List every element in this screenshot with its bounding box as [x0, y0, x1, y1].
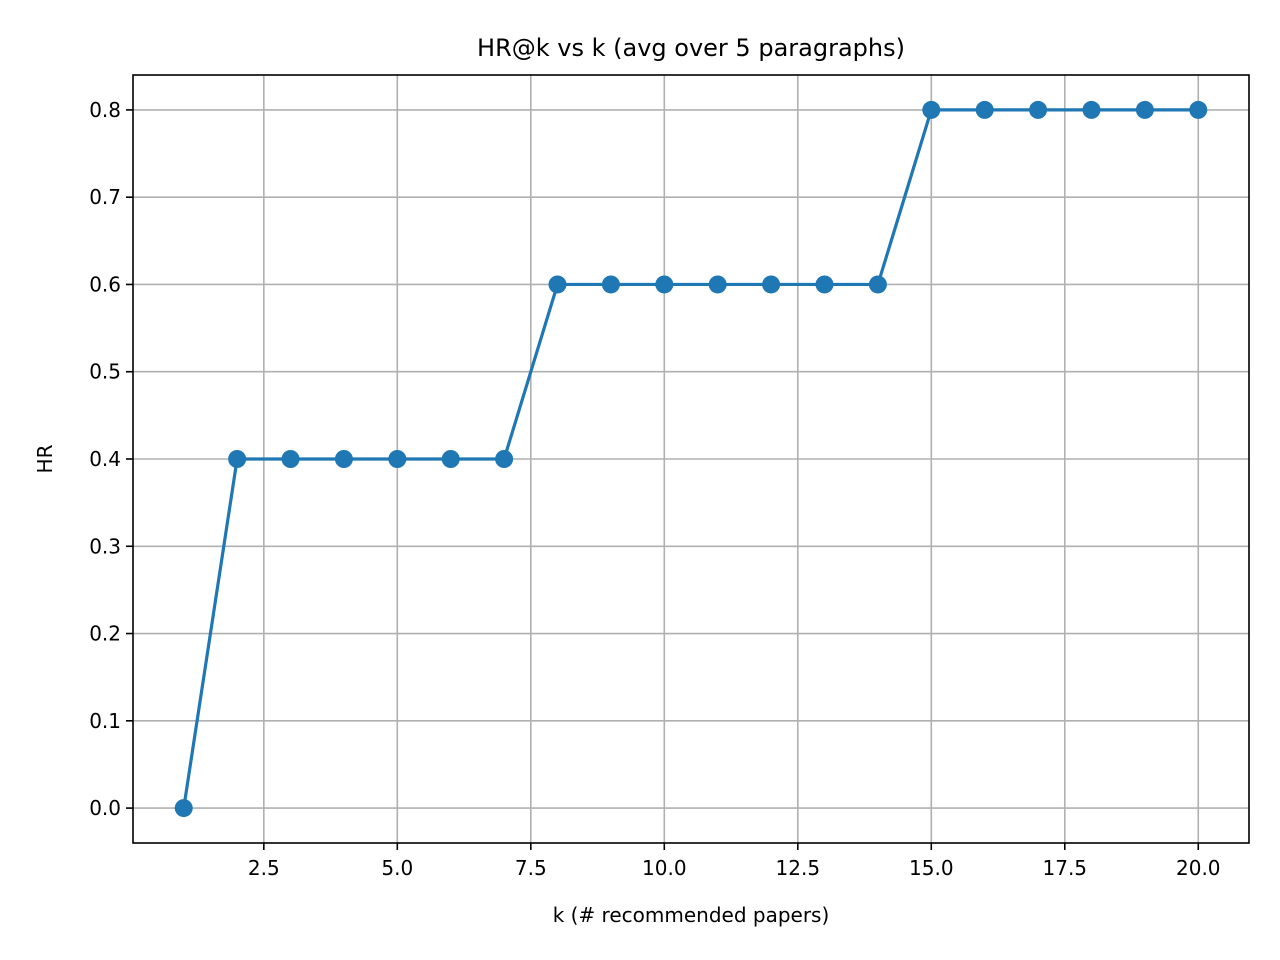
data-point: [975, 100, 994, 119]
data-point: [441, 450, 460, 468]
data-point: [815, 275, 834, 294]
data-point: [762, 275, 781, 294]
y-tick-label: 0.5: [89, 360, 121, 384]
x-tick-label: 5.0: [381, 856, 413, 880]
y-tick-label: 0.2: [89, 622, 121, 646]
x-tick-label: 10.0: [642, 856, 687, 880]
x-axis-label: k (# recommended papers): [553, 903, 830, 927]
y-tick-label: 0.1: [89, 709, 121, 733]
y-tick-label: 0.4: [89, 447, 121, 471]
x-tick-label: 15.0: [909, 856, 954, 880]
data-point: [1029, 100, 1048, 119]
y-axis-ticks: 0.0 0.1 0.2 0.3 0.4 0.5 0.6 0.7 0.8: [89, 98, 133, 820]
data-point: [334, 450, 353, 468]
y-tick-label: 0.7: [89, 185, 121, 209]
chart-title: HR@k vs k (avg over 5 paragraphs): [477, 34, 905, 62]
y-tick-label: 0.3: [89, 534, 121, 558]
x-tick-label: 12.5: [776, 856, 821, 880]
x-tick-label: 7.5: [515, 856, 547, 880]
data-point: [1135, 100, 1154, 119]
data-point: [868, 275, 887, 294]
x-tick-label: 17.5: [1043, 856, 1088, 880]
data-point: [548, 275, 567, 294]
data-point: [922, 100, 941, 119]
data-point: [281, 450, 300, 468]
grid: [133, 75, 1249, 843]
data-point: [601, 275, 620, 294]
data-point: [228, 450, 247, 468]
data-point: [655, 275, 674, 294]
series-layer: [174, 100, 1208, 818]
data-point: [708, 275, 727, 294]
x-tick-label: 20.0: [1176, 856, 1221, 880]
y-tick-label: 0.0: [89, 796, 121, 820]
x-axis-ticks: 2.5 5.0 7.5 10.0 12.5 15.0 17.5 20.0: [248, 843, 1221, 880]
data-point: [174, 799, 193, 818]
data-point: [388, 450, 407, 468]
x-tick-label: 2.5: [248, 856, 280, 880]
data-point: [1082, 100, 1101, 119]
y-tick-label: 0.6: [89, 272, 121, 296]
data-point: [495, 450, 514, 468]
y-tick-label: 0.8: [89, 98, 121, 122]
y-axis-label: HR: [33, 444, 57, 473]
data-point: [1189, 100, 1208, 119]
